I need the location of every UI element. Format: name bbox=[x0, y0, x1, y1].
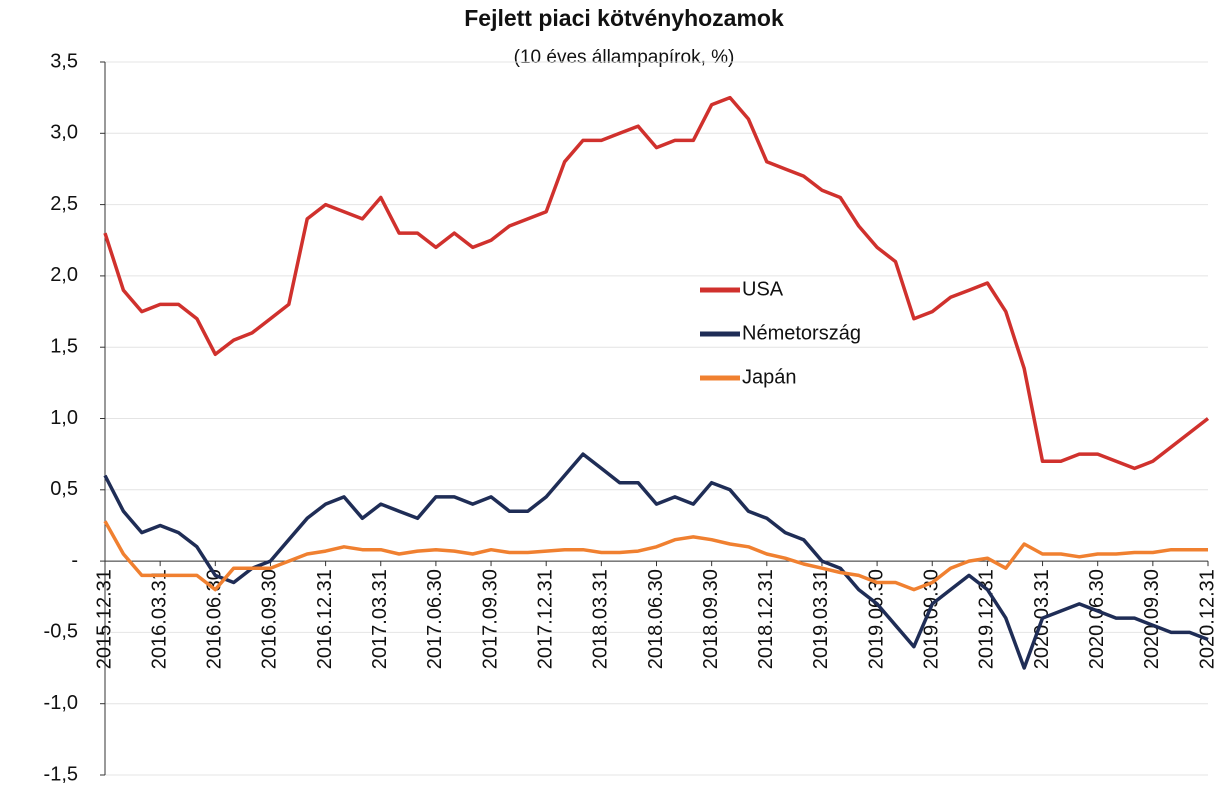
x-tick-label: 2019.03.31 bbox=[810, 569, 832, 669]
x-tick-label: 2018.03.31 bbox=[590, 569, 612, 669]
x-tick-label: 2017.03.31 bbox=[369, 569, 391, 669]
x-tick-label: 2020.06.30 bbox=[1086, 569, 1108, 669]
x-tick-label: 2017.09.30 bbox=[479, 569, 501, 669]
x-tick-label: 2016.12.31 bbox=[314, 569, 336, 669]
x-tick-label: 2019.09.30 bbox=[921, 569, 943, 669]
chart-title: Fejlett piaci kötvényhozamok bbox=[464, 5, 784, 31]
x-tick-label: 2018.12.31 bbox=[755, 569, 777, 669]
x-tick-label: 2016.09.30 bbox=[259, 569, 281, 669]
y-tick-label: 2,0 bbox=[50, 264, 78, 286]
y-tick-label: 0,5 bbox=[50, 478, 78, 500]
y-tick-label: -1,0 bbox=[44, 692, 78, 714]
x-tick-label: 2017.06.30 bbox=[424, 569, 446, 669]
legend-label: Németország bbox=[742, 322, 861, 344]
x-tick-label: 2015.12.31 bbox=[93, 569, 115, 669]
chart-subtitle: (10 éves állampapírok, %) bbox=[514, 47, 735, 68]
x-tick-label: 2020.09.30 bbox=[1141, 569, 1163, 669]
y-tick-label: 3,0 bbox=[50, 122, 78, 144]
x-tick-label: 2016.03.31 bbox=[148, 569, 170, 669]
x-tick-label: 2017.12.31 bbox=[534, 569, 556, 669]
x-tick-label: 2019.06.30 bbox=[865, 569, 887, 669]
y-tick-label: 2,5 bbox=[50, 193, 78, 215]
line bbox=[103, 520, 1208, 592]
y-tick-label: -1,5 bbox=[44, 763, 78, 785]
y-tick-label: -0,5 bbox=[44, 621, 78, 643]
x-tick-label: 2018.06.30 bbox=[645, 569, 667, 669]
line bbox=[103, 452, 1209, 670]
line bbox=[103, 95, 1210, 471]
legend-label: Japán bbox=[742, 366, 797, 388]
y-tick-label: - bbox=[71, 549, 78, 571]
y-tick-label: 1,0 bbox=[50, 407, 78, 429]
x-tick-label: 2018.09.30 bbox=[700, 569, 722, 669]
x-tick-label: 2016.06.30 bbox=[204, 569, 226, 669]
y-tick-label: 3,5 bbox=[50, 50, 78, 72]
x-tick-label: 2020.12.31 bbox=[1196, 569, 1218, 669]
legend-label: USA bbox=[742, 278, 784, 300]
y-tick-label: 1,5 bbox=[50, 335, 78, 357]
